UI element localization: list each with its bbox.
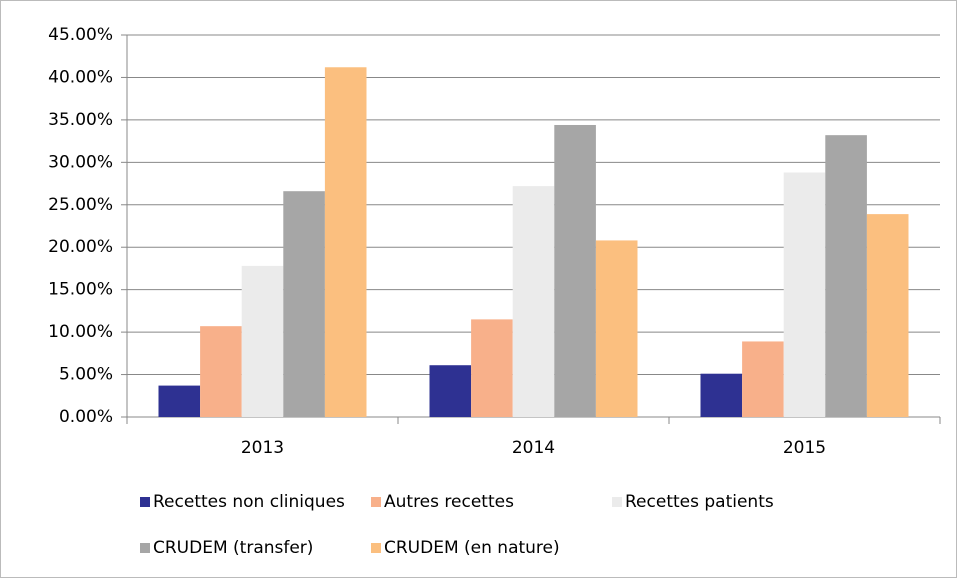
legend-swatch (140, 543, 150, 553)
bar (471, 319, 513, 417)
bar (554, 124, 596, 417)
y-tick-label: 5.00% (59, 365, 113, 385)
legend-swatch (140, 497, 150, 507)
legend-label: Recettes non cliniques (153, 492, 345, 512)
legend-label: CRUDEM (en nature) (384, 538, 560, 558)
bar (200, 326, 242, 417)
bar (825, 135, 867, 417)
bar (595, 240, 638, 417)
bar (866, 214, 909, 417)
legend-swatch (612, 497, 622, 507)
y-tick-label: 10.00% (48, 322, 113, 342)
x-tick-label: 2013 (241, 438, 284, 458)
legend-swatch (371, 497, 381, 507)
legend-label: Recettes patients (625, 492, 774, 512)
bar (324, 67, 367, 417)
legend-label: Autres recettes (384, 492, 514, 512)
bar (783, 172, 826, 417)
bar (700, 373, 743, 417)
y-tick-label: 20.00% (48, 237, 113, 257)
bar (512, 186, 555, 417)
bar (429, 365, 472, 417)
bar (283, 191, 325, 417)
y-tick-label: 25.00% (48, 195, 113, 215)
y-tick-label: 40.00% (48, 67, 113, 87)
y-tick-label: 35.00% (48, 110, 113, 130)
y-tick-label: 45.00% (48, 25, 113, 45)
legend-label: CRUDEM (transfer) (153, 538, 313, 558)
x-tick-label: 2014 (512, 438, 555, 458)
legend-swatch (371, 543, 381, 553)
y-tick-label: 30.00% (48, 152, 113, 172)
y-tick-label: 0.00% (59, 407, 113, 427)
bar (241, 265, 284, 417)
bar (742, 341, 784, 417)
bar (158, 385, 201, 417)
x-tick-label: 2015 (783, 438, 826, 458)
y-tick-label: 15.00% (48, 280, 113, 300)
